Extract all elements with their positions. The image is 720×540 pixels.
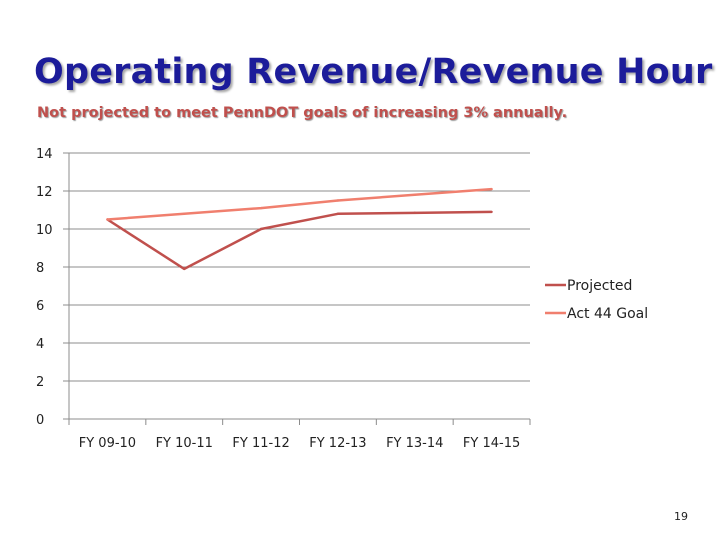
- legend-label: Projected: [567, 278, 632, 294]
- x-tick-label: FY 12-13: [309, 436, 366, 451]
- page-title: Operating Revenue/Revenue Hour: [34, 52, 713, 92]
- gridlines: [69, 152, 530, 382]
- data-point: [106, 218, 109, 221]
- x-tick-label: FY 10-11: [156, 436, 213, 451]
- data-point: [490, 210, 493, 214]
- y-tick-label: 4: [36, 337, 44, 352]
- data-point: [336, 212, 340, 215]
- y-tick-label: 6: [36, 299, 44, 314]
- data-point: [259, 206, 263, 210]
- data-point: [336, 199, 340, 202]
- data-point: [490, 187, 493, 191]
- x-tick-label: FY 09-10: [79, 436, 136, 451]
- series-line-2: [107, 187, 492, 221]
- legend-label: Act 44 Goal: [567, 306, 648, 322]
- y-tick-label: 12: [36, 185, 53, 200]
- data-point: [183, 267, 186, 271]
- data-point: [413, 193, 416, 196]
- series-lines: [106, 187, 493, 271]
- page-subtitle: Not projected to meet PennDOT goals of i…: [37, 105, 568, 121]
- series-line-1: [106, 210, 492, 271]
- legend: Projected Act 44 Goal: [545, 278, 648, 322]
- y-tick-labels: 0 2 4 6 8 10 12 14: [36, 147, 53, 428]
- x-tick-label: FY 13-14: [386, 436, 443, 451]
- x-tick-label: FY 14-15: [463, 436, 520, 451]
- y-tick-label: 2: [36, 375, 44, 390]
- y-tick-label: 10: [36, 223, 53, 238]
- x-tick-label: FY 11-12: [232, 436, 289, 451]
- x-tick-labels: FY 09-10 FY 10-11 FY 11-12 FY 12-13 FY 13-14…: [79, 436, 520, 451]
- data-point: [183, 212, 186, 215]
- axes: [63, 152, 531, 425]
- y-tick-label: 0: [36, 413, 44, 428]
- y-tick-label: 8: [36, 261, 44, 276]
- data-point: [259, 227, 263, 231]
- data-point: [413, 211, 416, 215]
- slide-number: 19: [674, 510, 688, 523]
- y-tick-label: 14: [36, 147, 53, 162]
